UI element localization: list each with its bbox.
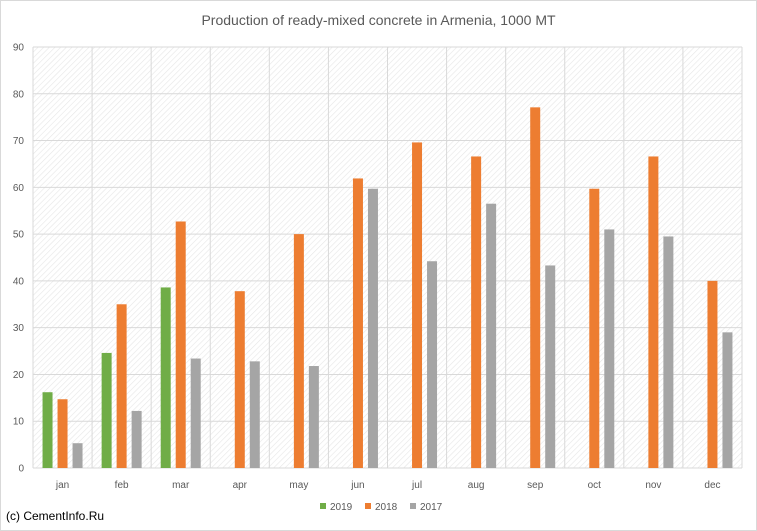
bar-2017-jul [427,261,438,468]
y-tick-label: 50 [13,230,25,241]
bar-2017-jan [72,443,83,468]
x-tick-label: nov [645,480,661,491]
bar-2018-jun [352,178,363,468]
legend-label: 2017 [420,502,443,513]
bar-2017-sep [545,265,556,468]
chart-title: Production of ready-mixed concrete in Ar… [201,12,556,28]
x-tick-label: sep [527,480,544,491]
bar-2019-mar [160,287,171,468]
y-tick-label: 70 [13,136,25,147]
x-tick-label: aug [468,480,485,491]
x-tick-label: jan [55,480,69,491]
x-tick-label: dec [704,480,720,491]
legend-swatch-2019 [320,503,326,509]
bar-2017-aug [486,203,497,468]
bar-2018-may [293,234,304,468]
y-tick-label: 90 [13,43,25,54]
y-tick-label: 10 [13,417,25,428]
bar-2018-mar [175,221,186,468]
x-tick-label: oct [588,480,602,491]
bar-2018-aug [471,156,482,468]
bar-2017-may [308,366,319,468]
y-tick-label: 40 [13,276,25,287]
bar-2018-apr [234,291,245,468]
bar-2017-apr [249,361,260,468]
bar-2019-feb [101,352,112,468]
x-tick-label: mar [172,480,190,491]
legend-swatch-2018 [365,503,371,509]
source-credit: (c) CementInfo.Ru [6,509,105,523]
bar-2017-feb [131,410,142,468]
x-tick-label: may [289,480,308,491]
y-tick-label: 0 [18,464,24,475]
x-tick-label: jun [350,480,364,491]
bar-2017-mar [190,358,201,468]
legend-label: 2019 [330,502,353,513]
bar-2018-oct [589,188,600,468]
x-tick-label: feb [115,480,129,491]
bar-2017-jun [367,188,378,468]
legend-swatch-2017 [410,503,416,509]
bar-2018-jul [412,142,423,468]
bar-2018-jan [57,399,68,468]
bar-2017-oct [604,229,615,468]
y-tick-label: 80 [13,89,25,100]
bar-2019-jan [42,392,53,468]
bar-2018-feb [116,304,127,468]
bar-2018-dec [707,280,718,468]
y-tick-label: 30 [13,323,25,334]
bar-2018-sep [530,107,541,469]
bar-2018-nov [648,156,659,468]
y-tick-label: 20 [13,370,25,381]
x-tick-label: jul [411,480,422,491]
bar-2017-dec [722,332,733,468]
bar-2017-nov [663,236,674,468]
x-tick-label: apr [233,480,248,491]
y-tick-label: 60 [13,183,25,194]
legend-label: 2018 [375,502,398,513]
